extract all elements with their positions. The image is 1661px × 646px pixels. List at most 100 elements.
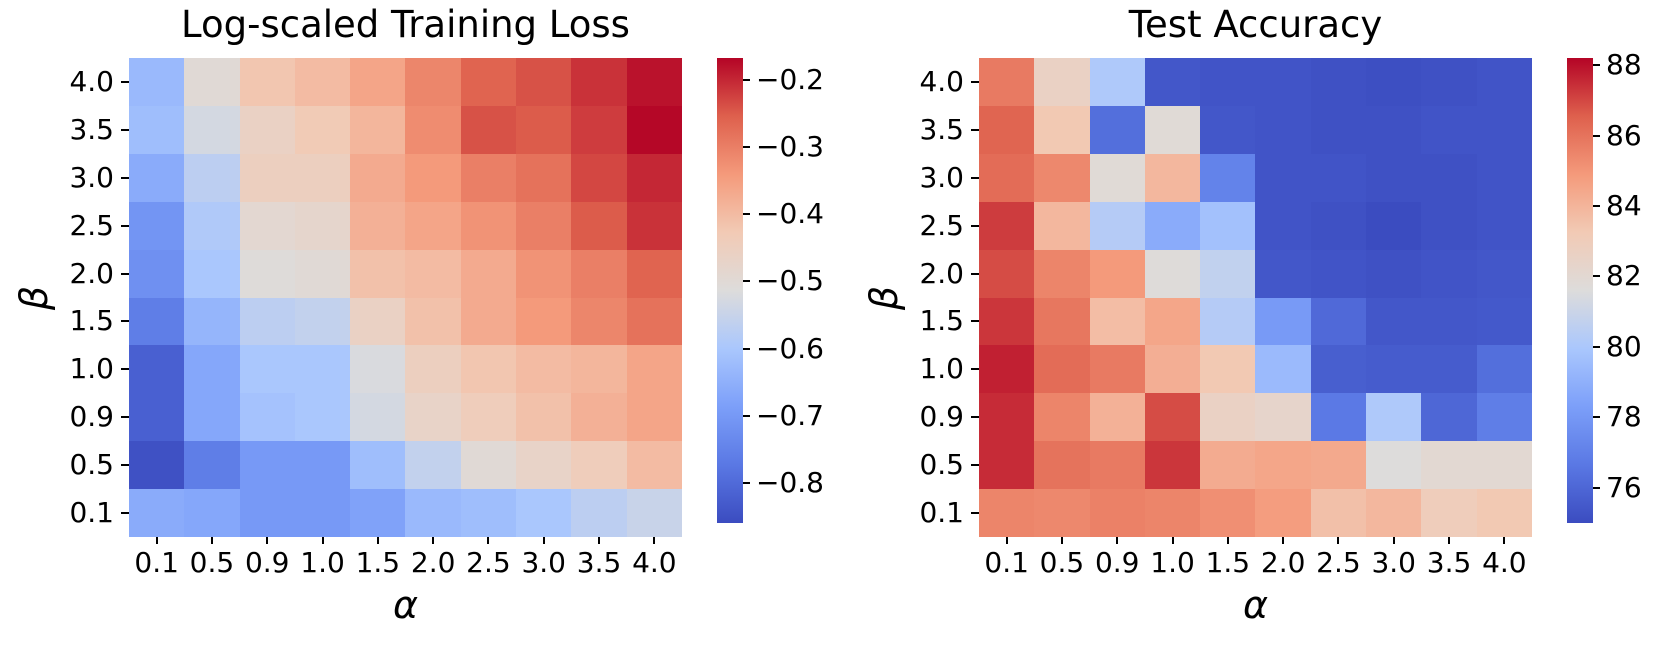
heatmap-cell (294, 105, 351, 154)
heatmap-cell (405, 441, 461, 490)
heatmap-cell (239, 345, 295, 394)
heatmap-cell (516, 393, 572, 442)
heatmap-cell (460, 249, 517, 298)
heatmap-cell (1089, 441, 1145, 490)
heatmap-cell (1476, 489, 1532, 537)
x-tick-mark (1392, 537, 1395, 544)
heatmap-cell (516, 105, 572, 154)
heatmap-cell (516, 345, 572, 394)
heatmap-cell (350, 297, 406, 346)
heatmap-cell (239, 393, 295, 442)
heatmap-cell (1200, 489, 1256, 537)
heatmap-cell (184, 105, 240, 154)
heatmap-cell (239, 489, 295, 537)
heatmap-cell (1034, 105, 1090, 154)
heatmap-cell (294, 441, 351, 490)
heatmap-cell (405, 297, 461, 346)
heatmap-cell (571, 58, 627, 106)
heatmap-cell (1421, 345, 1477, 394)
x-tick-label: 0.9 (244, 546, 290, 579)
heatmap-cell (294, 489, 351, 537)
heatmap-cell (350, 201, 406, 250)
x-tick-mark (1171, 537, 1174, 544)
x-tick-mark (487, 537, 490, 544)
heatmap-cell (979, 153, 1035, 202)
y-tick-mark (121, 320, 129, 323)
heatmap-cell (294, 153, 351, 202)
y-tick-mark (121, 512, 129, 515)
heatmap-cell (405, 345, 461, 394)
x-tick-mark (1005, 537, 1008, 544)
colorbar-tick-label: −0.7 (756, 398, 824, 432)
heatmap-cell (626, 489, 682, 537)
heatmap-cell (350, 249, 406, 298)
heatmap-cell (129, 489, 185, 537)
heatmap-cell (350, 393, 406, 442)
heatmap-cell (1366, 441, 1422, 490)
y-tick-mark (121, 464, 129, 467)
heatmap-grid (129, 58, 682, 537)
y-tick-mark (971, 368, 979, 371)
x-tick-label: 0.5 (1039, 546, 1085, 579)
heatmap-cell (1476, 249, 1532, 298)
colorbar-tick-label: −0.5 (756, 264, 824, 298)
heatmap-cell (460, 105, 517, 154)
x-tick-label: 1.0 (1150, 546, 1195, 579)
heatmap-cell (1144, 441, 1201, 490)
y-tick-mark (971, 416, 979, 419)
heatmap-cell (460, 201, 517, 250)
heatmap-cell (1200, 153, 1256, 202)
heatmap-cell (129, 345, 185, 394)
heatmap-cell (460, 58, 517, 106)
heatmap-cell (1200, 105, 1256, 154)
heatmap-cell (1255, 201, 1311, 250)
heatmap-cell (1144, 489, 1201, 537)
heatmap-cell (1310, 153, 1367, 202)
heatmap-cell (1310, 441, 1367, 490)
heatmap-cell (350, 105, 406, 154)
x-tick-label: 4.0 (1482, 546, 1527, 579)
heatmap-cell (129, 393, 185, 442)
x-tick-mark (376, 537, 379, 544)
colorbar-tick-label: 88 (1606, 48, 1642, 82)
heatmap-cell (1310, 345, 1367, 394)
heatmap-cell (979, 441, 1035, 490)
heatmap-cell (184, 58, 240, 106)
y-tick-label: 0.1 (919, 496, 964, 530)
heatmap-cell (294, 345, 351, 394)
x-tick-label: 1.5 (1205, 546, 1251, 579)
x-tick-mark (1060, 537, 1063, 544)
y-tick-mark (971, 320, 979, 323)
heatmap-cell (1089, 249, 1145, 298)
heatmap-cell (1144, 105, 1201, 154)
colorbar-tick-label: −0.2 (756, 63, 824, 97)
x-tick-label: 0.1 (984, 546, 1029, 579)
colorbar-tick-label: 78 (1606, 400, 1642, 434)
heatmap-cell (460, 393, 517, 442)
heatmap-cell (405, 393, 461, 442)
y-tick-label: 1.0 (919, 352, 964, 386)
heatmap-cell (184, 441, 240, 490)
heatmap-cell (1476, 297, 1532, 346)
heatmap-cell (1366, 201, 1422, 250)
heatmap-cell (1310, 297, 1367, 346)
heatmap-cell (1421, 441, 1477, 490)
heatmap-cell (1421, 153, 1477, 202)
x-tick-mark (321, 537, 324, 544)
x-tick-label: 2.0 (1260, 546, 1306, 579)
x-tick-label: 0.1 (134, 546, 179, 579)
colorbar-tick-mark (743, 213, 750, 216)
x-tick-mark (155, 537, 158, 544)
heatmap-cell (1255, 489, 1311, 537)
heatmap-cell (1476, 345, 1532, 394)
y-tick-mark (971, 464, 979, 467)
heatmap-cell (129, 201, 185, 250)
heatmap-cell (184, 297, 240, 346)
heatmap-cell (1255, 393, 1311, 442)
heatmap-cell (239, 441, 295, 490)
heatmap-cell (1144, 249, 1201, 298)
x-tick-label: 4.0 (632, 546, 677, 579)
heatmap-cell (239, 105, 295, 154)
heatmap-cell (979, 249, 1035, 298)
